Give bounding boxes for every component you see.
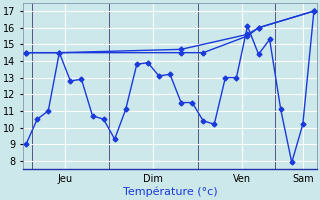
X-axis label: Température (°c): Température (°c): [123, 187, 217, 197]
